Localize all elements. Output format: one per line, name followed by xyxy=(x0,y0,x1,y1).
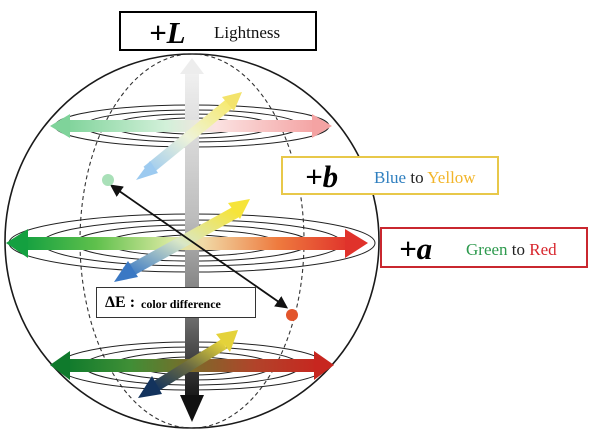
b-joiner: to xyxy=(410,168,424,187)
a-axis-description: Green to Red xyxy=(466,241,557,258)
end-color-point xyxy=(286,309,298,321)
l-axis-symbol: +L xyxy=(149,15,186,50)
a-axis-symbol: +a xyxy=(399,231,433,266)
b-axis-top xyxy=(136,92,242,180)
yellow-word: Yellow xyxy=(427,168,476,187)
lightness-label-box: +L Lightness xyxy=(119,11,317,51)
delta-e-symbol: ΔE : xyxy=(105,294,136,311)
blue-word: Blue xyxy=(374,168,407,187)
difference-vector xyxy=(109,184,289,309)
b-axis-label-box: +b Blue to Yellow xyxy=(281,156,499,195)
start-color-point xyxy=(102,174,114,186)
a-axis-top xyxy=(50,114,332,138)
a-joiner: to xyxy=(511,240,526,259)
b-axis-description: Blue to Yellow xyxy=(374,169,476,186)
delta-e-label-box: ΔE : color difference xyxy=(96,287,256,318)
green-word: Green xyxy=(466,240,508,259)
lightness-text: Lightness xyxy=(214,23,281,42)
b-axis-bottom xyxy=(138,330,238,398)
b-axis-symbol: +b xyxy=(305,159,339,194)
a-axis-label-box: +a Green to Red xyxy=(380,227,588,268)
delta-e-text: color difference xyxy=(141,297,221,311)
red-word: Red xyxy=(529,240,557,259)
